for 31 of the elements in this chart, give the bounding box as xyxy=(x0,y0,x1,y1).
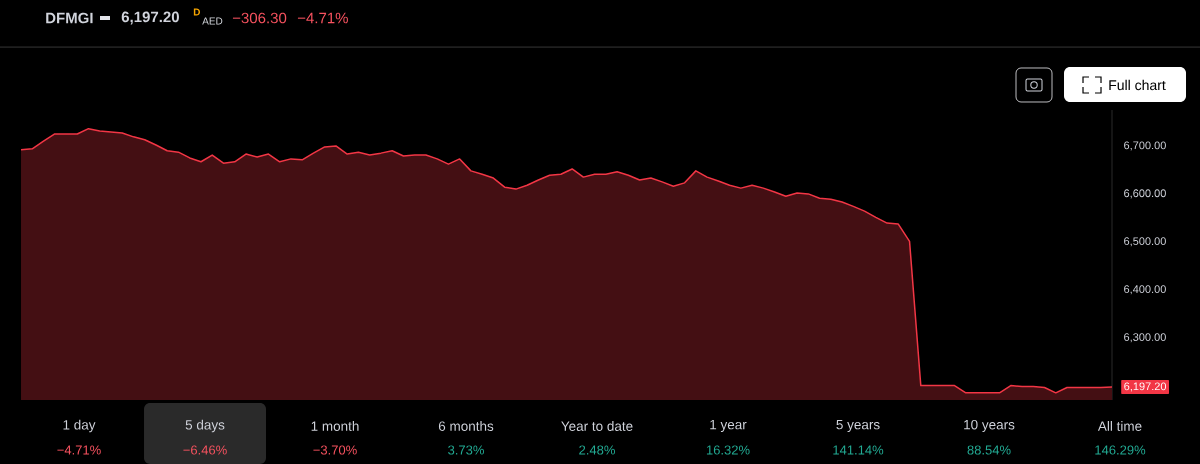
text: AED xyxy=(202,17,223,25)
text: 10 years xyxy=(964,419,1015,433)
text: 1 day xyxy=(63,419,96,433)
text: −4.71% xyxy=(57,445,101,455)
text: 6 months xyxy=(438,421,494,431)
text: 88.54% xyxy=(967,445,1011,455)
text: Full chart xyxy=(1109,79,1166,91)
text: −4.71% xyxy=(297,12,348,24)
text: 146.29% xyxy=(1095,445,1146,455)
y-tick-label: 6,500.00 xyxy=(1124,237,1166,247)
text: −306.30 xyxy=(232,12,287,24)
text: D xyxy=(193,8,201,16)
text: 6,197.20 xyxy=(1124,382,1167,392)
text: Year to date xyxy=(561,421,633,431)
text: 3.73% xyxy=(448,445,484,455)
text: 141.14% xyxy=(833,445,884,455)
text: 2.48% xyxy=(579,445,615,455)
y-tick-label: 6,700.00 xyxy=(1124,141,1166,151)
y-tick-label: 6,400.00 xyxy=(1124,285,1166,295)
text: 1 month xyxy=(311,421,359,431)
text: 1 year xyxy=(710,419,747,433)
text: 16.32% xyxy=(706,445,750,455)
text: 5 days xyxy=(185,419,225,433)
text: 6,197.20 xyxy=(121,11,179,25)
chart-title: DFMGI xyxy=(46,12,93,24)
text: All time xyxy=(1097,421,1142,431)
text: 5 years xyxy=(836,419,880,433)
y-tick-label: 6,600.00 xyxy=(1124,189,1166,199)
y-tick-label: 6,300.00 xyxy=(1124,333,1166,343)
text: −6.46% xyxy=(183,445,227,455)
text: −3.70% xyxy=(313,445,357,455)
